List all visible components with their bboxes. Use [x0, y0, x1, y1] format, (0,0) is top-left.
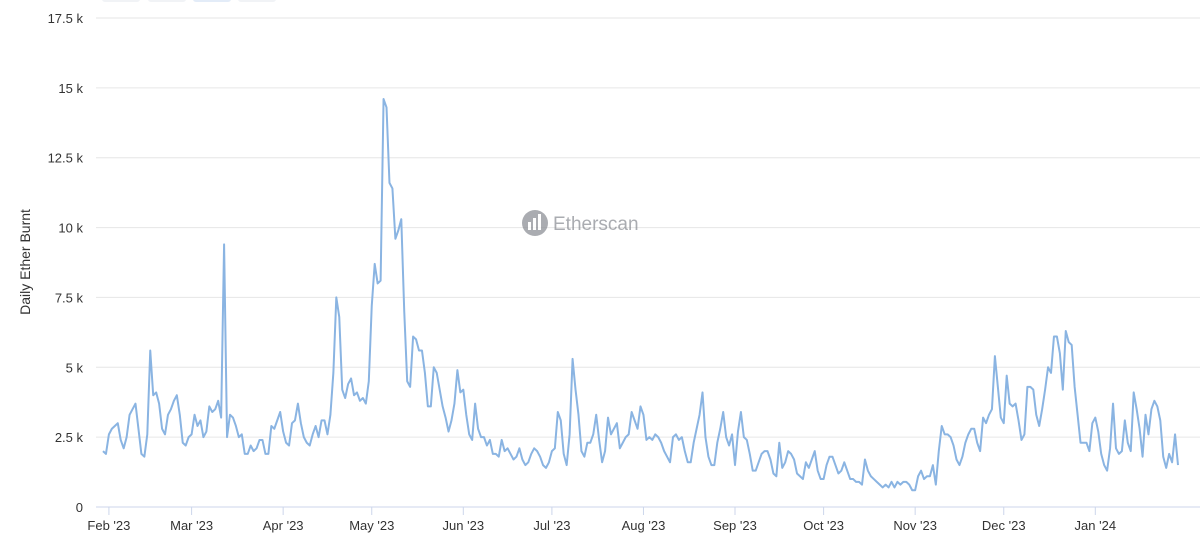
x-tick-label: Jan '24 [1075, 518, 1117, 533]
watermark-text: Etherscan [553, 214, 639, 235]
watermark-logo-bar [533, 218, 536, 230]
x-tick-label: May '23 [349, 518, 394, 533]
x-tick-label: Aug '23 [622, 518, 666, 533]
x-tick-label: Jul '23 [533, 518, 570, 533]
y-tick-label: 7.5 k [55, 290, 84, 305]
x-tick-label: Dec '23 [982, 518, 1026, 533]
range-button[interactable] [193, 0, 231, 2]
x-tick-label: Apr '23 [263, 518, 304, 533]
x-tick-label: Nov '23 [893, 518, 937, 533]
watermark-logo-bar [528, 222, 531, 230]
watermark: Etherscan [522, 210, 639, 236]
y-tick-label: 0 [76, 500, 83, 515]
y-tick-label: 15 k [58, 81, 83, 96]
x-tick-label: Mar '23 [170, 518, 213, 533]
range-button[interactable] [238, 0, 276, 2]
y-tick-label: 5 k [66, 360, 84, 375]
range-button[interactable] [148, 0, 186, 2]
y-tick-label: 17.5 k [48, 11, 84, 26]
y-axis-title: Daily Ether Burnt [17, 209, 33, 315]
grid: 0 2.5 k 5 k 7.5 k 10 k 12.5 k 15 k 17.5 k Feb '2… [48, 11, 1200, 533]
toolbar [102, 0, 276, 2]
y-tick-label: 2.5 k [55, 430, 84, 445]
y-tick-label: 12.5 k [48, 151, 84, 166]
data-line [102, 98, 1179, 492]
x-tick-label: Sep '23 [713, 518, 757, 533]
x-tick-label: Oct '23 [803, 518, 844, 533]
x-tick-label: Jun '23 [443, 518, 485, 533]
range-button[interactable] [102, 0, 140, 2]
x-tick-label: Feb '23 [87, 518, 130, 533]
watermark-logo-bar [538, 214, 541, 230]
plot-area [102, 98, 1179, 492]
y-tick-label: 10 k [58, 221, 83, 236]
